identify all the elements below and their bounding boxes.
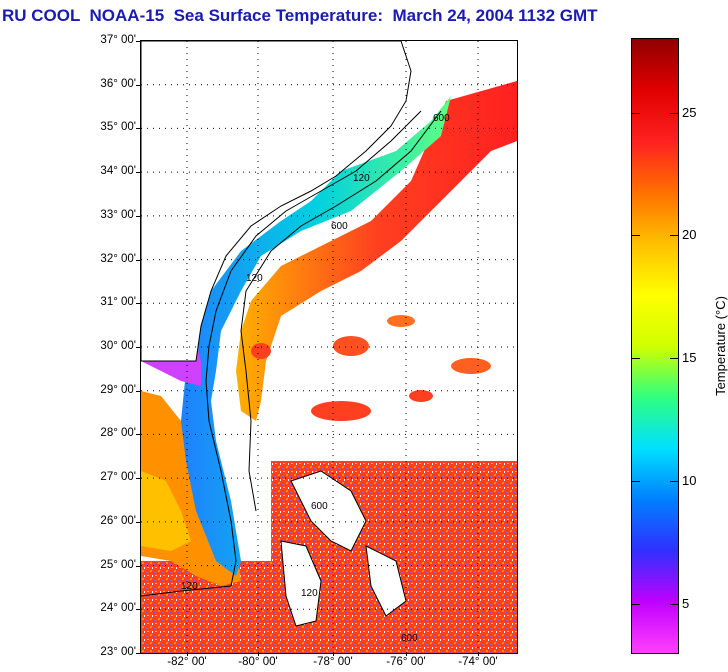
latitude-label: 35° 00' [100,121,136,134]
latitude-tick [136,172,141,174]
longitude-label: -80° 00' [238,656,278,668]
colorbar-tick [670,235,678,237]
latitude-tick [136,303,141,305]
colorbar-tick [670,112,678,114]
warm-eddy [251,343,271,359]
contour-label: 600 [433,113,450,124]
latitude-tick [136,434,141,436]
sst-map: 120 600 600 120 600 120 120 600 [140,40,518,654]
contour-label: 120 [181,581,198,592]
latitude-tick [136,347,141,348]
latitude-tick [136,390,141,392]
colorbar-tick [632,112,640,114]
longitude-label: -74° 00' [458,656,498,668]
longitude-label: -82° 00' [167,656,207,668]
longitude-tick [478,652,479,656]
gulf-stream [236,81,517,421]
colorbar-tick [632,603,640,605]
latitude-label: 28° 00' [100,427,136,440]
land-southeast-us [141,41,412,362]
colorbar-tick-label: 25 [682,104,697,120]
bahamas-bank [290,470,367,552]
contour-label: 120 [301,588,318,599]
warm-eddy [387,315,415,327]
latitude-tick [136,478,141,480]
colorbar-tick-label: 10 [682,473,697,489]
latitude-label: 29° 00' [100,383,136,396]
latitude-label: 34° 00' [100,165,136,178]
longitude-tick [333,652,334,656]
latitude-label: 31° 00' [100,296,136,309]
colorbar-tick-label: 15 [682,350,697,366]
contour-label: 600 [331,221,348,232]
florida-inner [141,471,191,551]
colorbar-tick-label: 5 [682,595,690,611]
latitude-label: 32° 00' [100,252,136,265]
contour-label: 120 [353,173,370,184]
colorbar-tick [632,235,640,237]
latitude-tick [136,259,141,261]
latitude-label: 36° 00' [100,77,136,90]
longitude-tick [258,652,259,656]
latitude-label: 27° 00' [100,471,136,484]
latitude-tick [136,41,141,42]
latitude-label: 26° 00' [100,514,136,527]
longitude-tick [187,652,188,656]
latitude-tick [136,128,141,130]
shelf-water [181,96,451,576]
longitude-label: -78° 00' [313,656,353,668]
contour-label: 600 [401,633,418,644]
map-title: RU COOL NOAA-15 Sea Surface Temperature:… [2,6,598,25]
graticule [141,41,517,653]
warm-eddy [311,401,371,421]
colorbar-title: Temperature (°C) [713,296,728,396]
latitude-tick [136,609,141,611]
latitude-tick [136,653,141,654]
latitude-tick [136,521,141,523]
sst-map-canvas: 120 600 600 120 600 120 120 600 [141,41,517,653]
latitude-tick [136,215,141,217]
longitude-tick [406,652,407,656]
latitude-label: 37° 00' [100,34,136,46]
latitude-label: 23° 00' [100,646,136,658]
latitude-label: 33° 00' [100,208,136,221]
contour-120 [141,110,422,597]
longitude-label: -76° 00' [386,656,426,668]
cloud-cover [281,141,517,461]
latitude-tick [136,84,141,86]
contour-600 [240,110,442,512]
colorbar-tick-label: 20 [682,227,697,243]
colorbar-tick [632,481,640,483]
contour-label: 600 [311,501,328,512]
contour-label: 120 [246,273,263,284]
latitude-tick [136,565,141,567]
colorbar-tick [632,358,640,360]
warm-eddy [451,358,491,374]
warm-eddy [333,336,369,356]
temperature-colorbar [631,38,679,654]
colorbar-tick [670,603,678,605]
bahamas-bank [280,540,322,627]
warm-eddy [409,390,433,402]
colorbar-tick [670,481,678,483]
latitude-label: 30° 00' [100,340,136,352]
bahamas-bank [365,545,407,617]
latitude-label: 24° 00' [100,602,136,615]
colorbar-tick [670,358,678,360]
latitude-label: 25° 00' [100,558,136,571]
